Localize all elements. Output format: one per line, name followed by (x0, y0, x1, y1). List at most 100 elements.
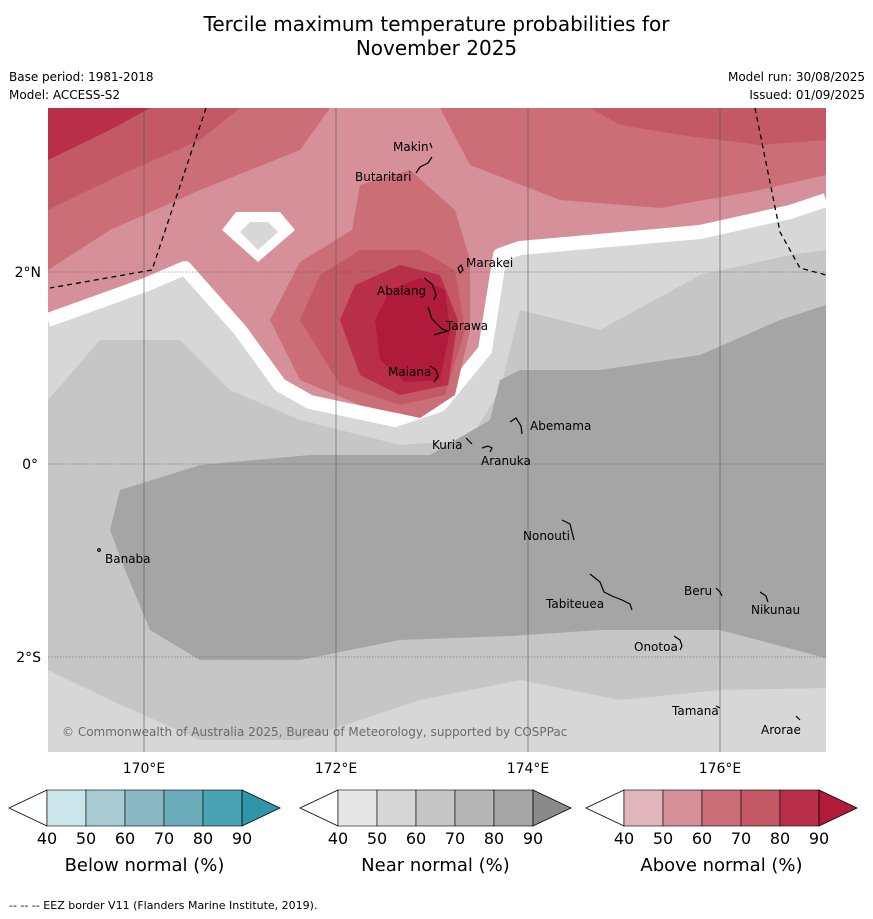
island-butaritari (415, 156, 433, 174)
colorbar-below-tick: 50 (76, 829, 96, 848)
colorbar-below-tick: 90 (232, 829, 252, 848)
colorbar-near-tick: 70 (445, 829, 465, 848)
colorbar-near-segment (376, 789, 417, 827)
colorbar-near-tick: 40 (328, 829, 348, 848)
island-marakei (457, 263, 464, 275)
copyright-notice: © Commonwealth of Australia 2025, Bureau… (62, 725, 567, 739)
meta-right: Model run: 30/08/2025 Issued: 01/09/2025 (728, 68, 865, 104)
island-onotoa (673, 635, 683, 651)
above-normal-70-ne (590, 108, 826, 145)
colorbars: 40 50 60 70 80 90 Below normal (%) 40 50 60 70 80 90… (8, 789, 858, 876)
place-beru: Beru (684, 584, 712, 598)
place-tabiteuea: Tabiteuea (545, 597, 604, 611)
model-run: Model run: 30/08/2025 (727, 70, 865, 84)
eez-border-east (754, 107, 827, 276)
colorbar-above-tick: 80 (770, 829, 790, 848)
colorbar-below-segment (202, 789, 243, 827)
issued-date: Issued: 01/09/2025 (749, 88, 865, 102)
place-kuria: Kuria (432, 438, 463, 452)
islands (97, 142, 801, 721)
colorbar-near-tick: 60 (406, 829, 426, 848)
colorbar-below-low-extend (8, 789, 48, 827)
colorbar-near: 40 50 60 70 80 90 Near normal (%) (299, 789, 572, 876)
place-labels: Makin Butaritari Marakei Abaiang Tarawa … (105, 140, 801, 737)
title-line-2: November 2025 (355, 36, 518, 60)
colorbar-above-segment (701, 789, 742, 827)
island-tamana (715, 705, 721, 709)
place-nikunau: Nikunau (751, 603, 800, 617)
colorbar-below-tick: 80 (193, 829, 213, 848)
island-banaba (97, 548, 101, 552)
colorbar-above-segment (779, 789, 820, 827)
colorbar-near-high-extend (532, 789, 572, 827)
place-aranuka: Aranuka (481, 454, 531, 468)
model-name: Model: ACCESS-S2 (9, 88, 121, 102)
lon-label-176: 176°E (699, 761, 742, 777)
colorbar-above-high-extend (818, 789, 858, 827)
colorbar-above-tick: 50 (653, 829, 673, 848)
lat-label-2s: 2°S (16, 650, 41, 666)
island-kuria (465, 437, 473, 445)
island-aranuka (481, 445, 493, 453)
place-abaiang: Abaiang (377, 284, 426, 298)
colorbar-near-label: Near normal (%) (361, 855, 510, 876)
eez-footnote: -- -- -- EEZ border V11 (Flanders Marine… (9, 899, 318, 912)
colorbar-below-segment (163, 789, 204, 827)
title-line-1: Tercile maximum temperature probabilitie… (203, 12, 670, 36)
longitude-labels: 170°E 172°E 174°E 176°E (123, 761, 742, 777)
lon-label-174: 174°E (507, 761, 550, 777)
chart-title: Tercile maximum temperature probabilitie… (0, 12, 873, 60)
place-tarawa: Tarawa (445, 319, 488, 333)
place-makin: Makin (393, 140, 429, 154)
colorbar-below-segment (124, 789, 165, 827)
colorbar-below-segment (46, 789, 87, 827)
colorbar-below-tick: 60 (115, 829, 135, 848)
colorbar-below-segment (85, 789, 126, 827)
colorbar-near-low-extend (299, 789, 339, 827)
probability-fields (48, 108, 826, 752)
colorbar-above-tick: 90 (809, 829, 829, 848)
colorbar-near-tick: 80 (484, 829, 504, 848)
above-normal-80-nw (48, 108, 150, 160)
near-normal-pocket (240, 222, 278, 250)
above-normal-90-core (375, 278, 450, 382)
colorbar-above-segment (740, 789, 781, 827)
colorbar-near-segment (337, 789, 378, 827)
island-nonouti (561, 519, 575, 541)
colorbar-above-label: Above normal (%) (640, 855, 802, 876)
colorbar-below-tick: 70 (154, 829, 174, 848)
colorbar-below: 40 50 60 70 80 90 Below normal (%) (8, 789, 281, 876)
lat-label-0: 0° (22, 457, 38, 473)
island-tabiteuea (589, 573, 633, 611)
island-maiana (429, 365, 439, 383)
place-tamana: Tamana (671, 704, 719, 718)
gridlines (48, 108, 826, 752)
colorbar-above-tick: 60 (692, 829, 712, 848)
island-tarawa (427, 306, 451, 336)
lon-label-172: 172°E (315, 761, 358, 777)
colorbar-below-high-extend (241, 789, 281, 827)
place-abemama: Abemama (530, 419, 591, 433)
place-butaritari: Butaritari (355, 170, 412, 184)
meta-left: Base period: 1981-2018 Model: ACCESS-S2 (9, 68, 154, 104)
colorbar-near-segment (454, 789, 495, 827)
colorbar-above-tick: 40 (614, 829, 634, 848)
place-nonouti: Nonouti (523, 529, 570, 543)
lon-label-170: 170°E (123, 761, 166, 777)
place-maiana: Maiana (388, 365, 431, 379)
colorbar-above-segment (662, 789, 703, 827)
eez-borders (49, 107, 827, 289)
colorbar-near-tick: 50 (367, 829, 387, 848)
colorbar-above-low-extend (585, 789, 625, 827)
eez-border-west (49, 107, 207, 289)
colorbar-above-segment (623, 789, 664, 827)
latitude-labels: 2°N 0° 2°S (15, 265, 42, 666)
colorbar-below-tick: 40 (37, 829, 57, 848)
island-abemama (509, 417, 523, 435)
island-arorae (795, 715, 801, 721)
place-arorae: Arorae (761, 723, 801, 737)
colorbar-above: 40 50 60 70 80 90 Above normal (%) (585, 789, 858, 876)
island-nikunau (759, 591, 769, 603)
colorbar-above-tick: 70 (731, 829, 751, 848)
